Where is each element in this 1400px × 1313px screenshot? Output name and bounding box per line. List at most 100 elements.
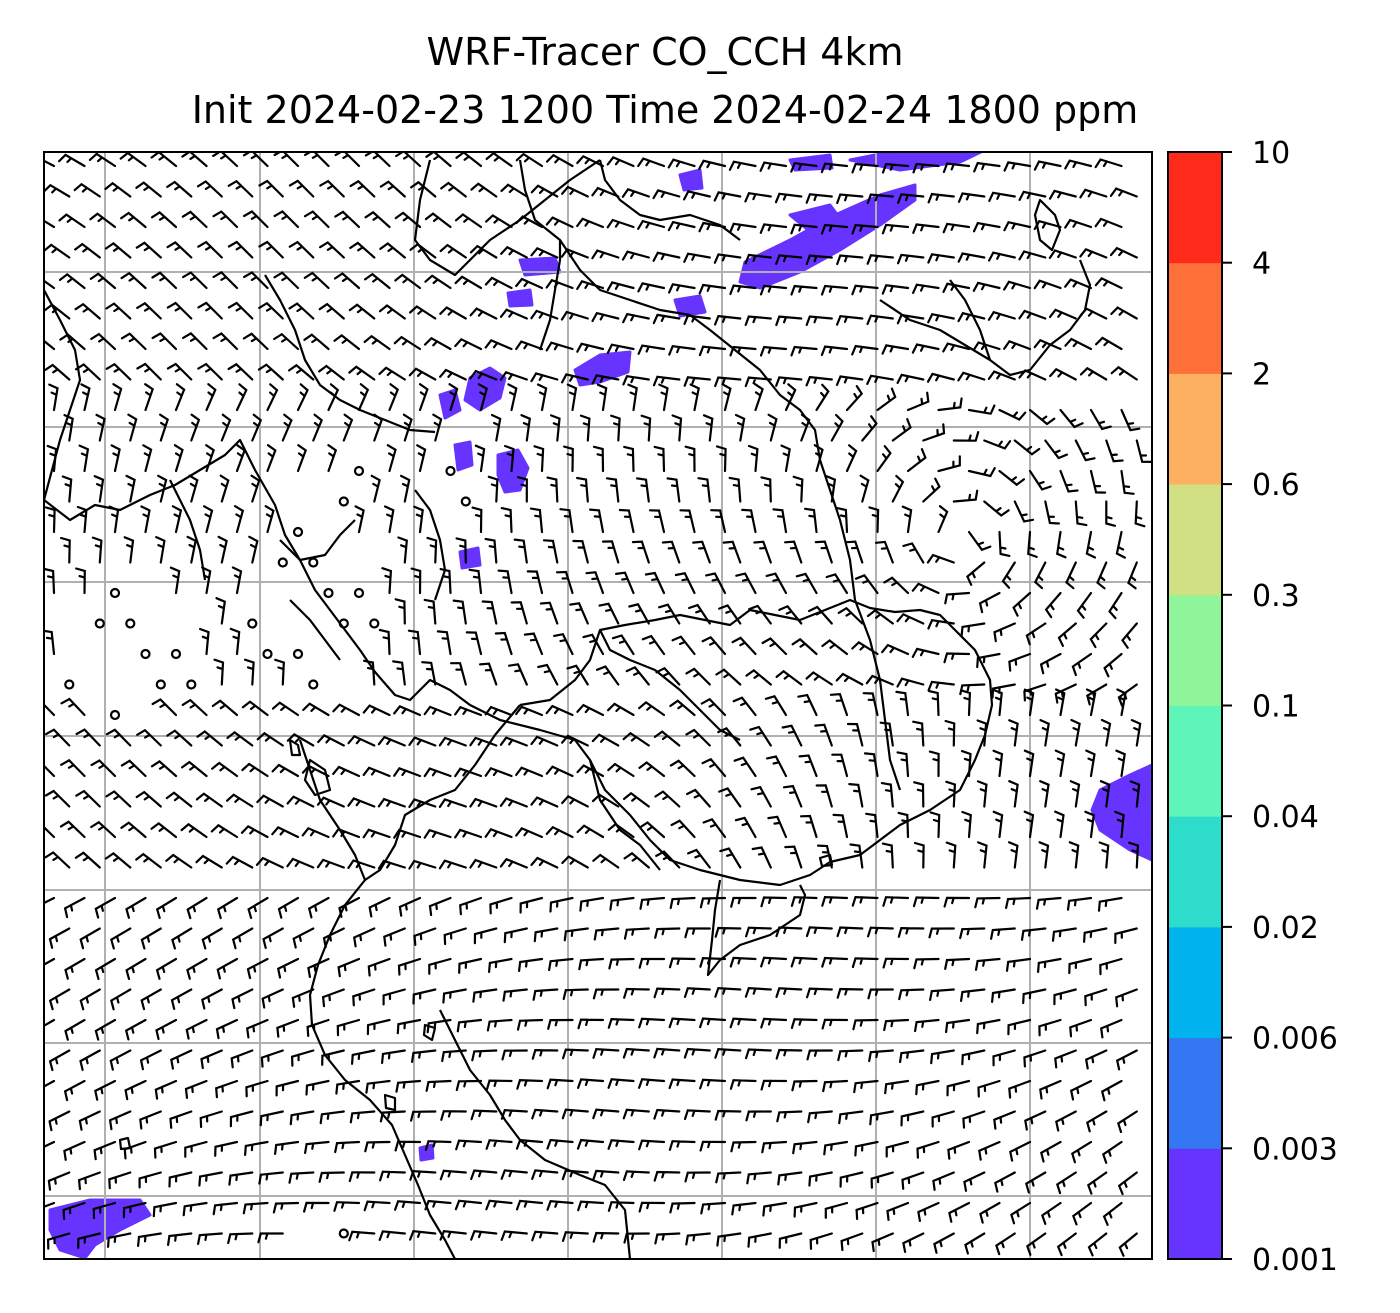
wind-barb (654, 790, 681, 808)
wind-barb (333, 272, 361, 290)
wind-barb (257, 363, 284, 381)
wind-barb (734, 816, 757, 839)
wind-barb (638, 1078, 666, 1089)
wind-barb (1085, 530, 1097, 559)
wind-barb (1057, 622, 1077, 647)
wind-barb (668, 1078, 696, 1090)
wind-barb (621, 187, 650, 198)
wind-barb (545, 216, 574, 229)
wind-barb (519, 896, 544, 914)
wind-barb (48, 1049, 71, 1072)
wind-barb (900, 1110, 925, 1127)
wind-barb (1033, 160, 1062, 171)
wind-barb (1009, 1140, 1032, 1162)
wind-barb (1018, 309, 1047, 320)
wind-barb (840, 1232, 864, 1252)
wind-barb (865, 674, 894, 686)
wind-barb (386, 444, 397, 473)
wind-barb (937, 455, 961, 473)
wind-barb (944, 957, 971, 970)
wind-barb (1120, 408, 1141, 432)
wind-barb (290, 1049, 315, 1067)
wind-barb (845, 540, 864, 564)
wind-barb (288, 363, 315, 381)
wind-barb (915, 1079, 940, 1096)
wind-barb (274, 1140, 300, 1155)
wind-barb (1007, 1018, 1032, 1036)
wind-barb (203, 505, 214, 534)
wind-barb (400, 474, 411, 503)
wind-barb (488, 957, 513, 973)
wind-barb (744, 987, 772, 998)
wind-barb (105, 302, 132, 320)
wind-barb (352, 988, 376, 1007)
wind-barb (881, 223, 910, 235)
wind-barb (699, 1017, 727, 1029)
wind-barb (592, 853, 620, 869)
wind-barb (976, 780, 988, 808)
wind-barb (1070, 718, 1081, 747)
wind-barb (508, 663, 528, 686)
wind-barb (719, 847, 742, 869)
wind-barb (286, 733, 315, 747)
wind-barb (623, 791, 650, 808)
coastline-border (422, 1023, 437, 1042)
wind-barb (775, 1048, 803, 1060)
wind-barb (469, 369, 498, 381)
wind-barb (1055, 1110, 1077, 1132)
wind-barb (140, 505, 151, 534)
wind-barb (1008, 841, 1019, 869)
wind-barb (251, 413, 263, 442)
wind-barb (454, 337, 483, 351)
wind-barb (363, 659, 376, 686)
wind-barb (576, 764, 605, 778)
wind-barb (424, 274, 452, 290)
wind-barb (533, 927, 559, 943)
wind-barb (357, 383, 370, 412)
wind-barb (699, 956, 727, 968)
wind-barb (546, 1078, 574, 1090)
wind-barb (1130, 719, 1142, 747)
wind-barb (243, 210, 269, 229)
wind-barb (1101, 1140, 1123, 1164)
wind-barb (883, 1018, 910, 1032)
wind-barb (790, 956, 818, 968)
wind-barb (120, 332, 147, 351)
wind-barb (62, 1201, 86, 1220)
wind-barb (922, 423, 946, 442)
wind-barb (927, 689, 940, 717)
wind-barb (75, 728, 101, 747)
wind-barb (545, 153, 574, 168)
wind-barb (201, 566, 212, 595)
wind-barb (182, 1201, 208, 1217)
wind-barb (623, 851, 650, 869)
wind-barb (363, 334, 391, 351)
wind-barb (623, 927, 650, 940)
wind-barb (110, 988, 132, 1011)
wind-barb (227, 179, 254, 198)
wind-barb (759, 161, 788, 172)
wind-barb (637, 157, 666, 168)
wind-barb (668, 1140, 696, 1151)
wind-barb (1053, 988, 1077, 1006)
wind-barb (227, 301, 254, 320)
wind-barb (499, 308, 528, 320)
wind-barb (579, 414, 591, 442)
wind-barb (536, 383, 548, 412)
colorbar-segment (1168, 705, 1222, 817)
wind-barb (822, 1079, 849, 1093)
wind-barb (1066, 896, 1093, 911)
wind-barb (979, 1201, 1001, 1224)
wind-barb (140, 927, 162, 950)
colorbar-segment (1168, 152, 1222, 264)
wind-barb (157, 474, 168, 503)
wind-barb (1115, 530, 1126, 559)
wind-barb (623, 445, 635, 473)
wind-barb (75, 789, 101, 808)
wind-barb (104, 181, 132, 198)
wind-barb (870, 1171, 894, 1189)
wind-barb (166, 729, 193, 747)
calm-wind-marker (277, 557, 288, 568)
wind-barb (729, 222, 757, 234)
wind-barb (394, 1200, 422, 1211)
